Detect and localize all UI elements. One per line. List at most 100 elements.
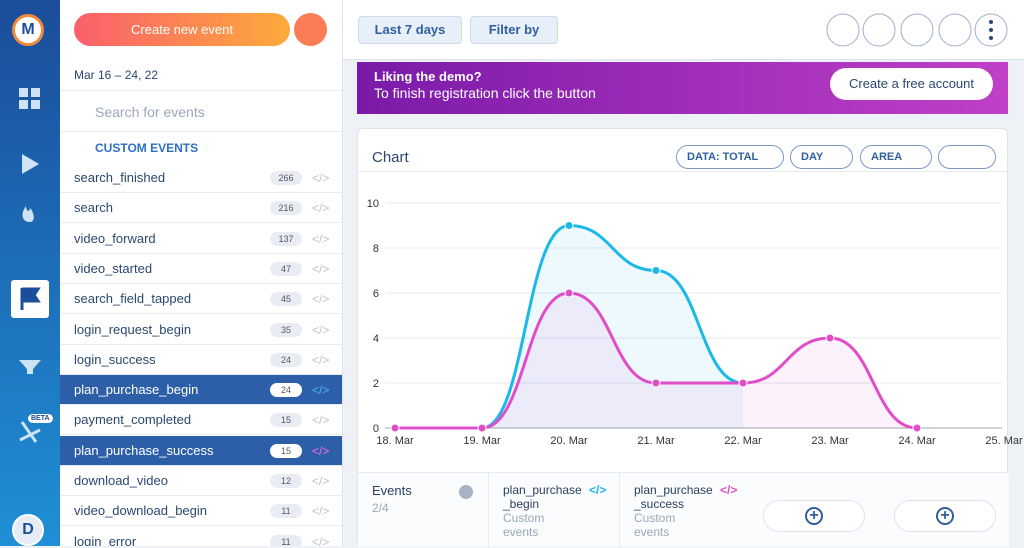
filter-button[interactable]: Filter by	[470, 16, 558, 44]
point	[825, 333, 835, 343]
avatar[interactable]: M	[12, 14, 44, 46]
event-row[interactable]: video_started 47 </>	[60, 254, 342, 284]
code-icon[interactable]: </>	[312, 171, 330, 185]
event-list-panel: Create new event Mar 16 – 24, 22 Search …	[60, 0, 343, 546]
area-fill	[395, 293, 917, 428]
event-row[interactable]: plan_purchase_begin 24 </>	[60, 375, 342, 406]
event-row[interactable]: plan_purchase_success 15 </>	[60, 435, 342, 466]
event-count: 12	[270, 474, 302, 488]
event-count: 11	[270, 534, 302, 546]
x-tick-label: 19. Mar	[463, 435, 501, 447]
event-name: plan_purchase_begin	[74, 382, 199, 398]
events-label: Events	[372, 483, 412, 498]
divider	[358, 171, 1009, 172]
range-button[interactable]: Last 7 days	[358, 16, 462, 44]
code-icon[interactable]: </>	[312, 383, 330, 398]
point	[651, 266, 661, 275]
event-row[interactable]: download_video 12 </>	[60, 466, 342, 496]
x-tick-label: 20. Mar	[550, 435, 588, 447]
sidebar: M BETA D	[0, 0, 60, 546]
x-tick-label: 18. Mar	[376, 435, 414, 447]
event-row[interactable]: login_success 24 </>	[60, 345, 342, 375]
card-title-line: plan_purchase	[503, 483, 582, 497]
event-name: login_error	[74, 533, 137, 546]
x-tick-label: 22. Mar	[724, 435, 762, 447]
code-icon[interactable]: </>	[312, 352, 330, 367]
event-count: 15	[270, 443, 302, 458]
event-name: download_video	[74, 473, 168, 488]
add-event-button[interactable]: +	[763, 500, 865, 532]
code-icon[interactable]: </>	[312, 261, 330, 276]
code-icon[interactable]: </>	[312, 474, 330, 488]
event-row[interactable]: login_request_begin 35 </>	[60, 315, 342, 345]
code-icon[interactable]: </>	[312, 201, 330, 216]
top-bar: Last 7 days Filter by	[343, 0, 1024, 60]
plus-icon: +	[936, 507, 954, 525]
card-sub: Custom events	[634, 511, 676, 539]
banner-text: To finish registration click the button	[374, 85, 596, 101]
event-count: 216	[270, 201, 302, 216]
event-row[interactable]: video_download_begin 11 </>	[60, 496, 342, 527]
custom-events-header[interactable]: CUSTOM EVENTS	[95, 141, 199, 155]
area-dropdown[interactable]: AREA	[860, 145, 932, 169]
y-tick-label: 6	[373, 288, 379, 300]
folder-button[interactable]	[294, 13, 327, 46]
day-dropdown[interactable]: DAY	[790, 145, 853, 169]
event-name: search	[74, 200, 114, 216]
y-tick-label: 0	[373, 423, 379, 435]
panel-title: Chart	[372, 149, 409, 166]
point	[564, 221, 574, 230]
export-dropdown[interactable]	[938, 145, 996, 169]
point	[477, 423, 487, 433]
event-count: 45	[270, 292, 302, 307]
search-input[interactable]: Search for events	[60, 90, 342, 132]
data-dropdown[interactable]: DATA: TOTAL	[676, 145, 784, 169]
event-count: 15	[270, 413, 302, 428]
card-title-line: _begin	[503, 497, 540, 511]
event-card: plan_purchase _success Custom events </>	[619, 473, 750, 548]
create-event-button[interactable]: Create new event	[74, 13, 290, 46]
event-row[interactable]: search_finished 266 </>	[60, 163, 342, 193]
code-icon: </>	[589, 483, 607, 497]
event-count: 24	[270, 383, 302, 398]
y-tick-label: 4	[373, 333, 379, 345]
event-row[interactable]: search 216 </>	[60, 193, 342, 224]
event-name: payment_completed	[74, 412, 192, 428]
card-title-line: plan_purchase	[634, 483, 713, 497]
y-tick-label: 8	[373, 243, 379, 255]
chart: 0 2 4 6 8 10 18. Mar 19. Mar 20. Mar 21. Mar 22. M…	[367, 198, 1023, 447]
add-event-button[interactable]: +	[894, 500, 996, 532]
code-icon: </>	[720, 483, 738, 497]
events-count: 2/4	[372, 501, 389, 515]
event-name: plan_purchase_success	[74, 442, 214, 458]
event-name: login_success	[74, 351, 156, 367]
event-card: plan_purchase _begin Custom events </>	[488, 473, 619, 548]
event-row[interactable]: payment_completed 15 </>	[60, 405, 342, 436]
event-name: video_forward	[74, 230, 156, 246]
event-name: video_started	[74, 260, 153, 276]
point	[738, 378, 748, 388]
event-name: login_request_begin	[74, 321, 192, 337]
event-count: 137	[270, 231, 302, 246]
event-row[interactable]: search_field_tapped 45 </>	[60, 284, 342, 315]
event-name: video_download_begin	[74, 503, 208, 519]
event-name: search_field_tapped	[74, 291, 192, 307]
help-icon[interactable]	[459, 485, 473, 499]
code-icon[interactable]: </>	[312, 443, 330, 458]
code-icon[interactable]: </>	[312, 231, 330, 246]
x-tick-label: 21. Mar	[637, 435, 675, 447]
event-count: 266	[270, 171, 302, 185]
code-icon[interactable]: </>	[312, 292, 330, 307]
chart-panel: Chart DATA: TOTAL DAY AREA Events 2/4 pl…	[357, 128, 1009, 548]
code-icon[interactable]: </>	[312, 534, 330, 546]
code-icon[interactable]: </>	[312, 322, 330, 337]
y-tick-label: 10	[367, 198, 379, 210]
user-avatar[interactable]: D	[12, 514, 44, 546]
event-row[interactable]: video_forward 137 </>	[60, 224, 342, 254]
free-account-button[interactable]: Create a free account	[830, 68, 993, 100]
code-icon[interactable]: </>	[312, 413, 330, 428]
demo-banner: Liking the demo? To finish registration …	[357, 62, 1008, 114]
event-row[interactable]: login_error 11 </>	[60, 527, 342, 546]
code-icon[interactable]: </>	[312, 504, 330, 519]
event-name: search_finished	[74, 170, 166, 185]
